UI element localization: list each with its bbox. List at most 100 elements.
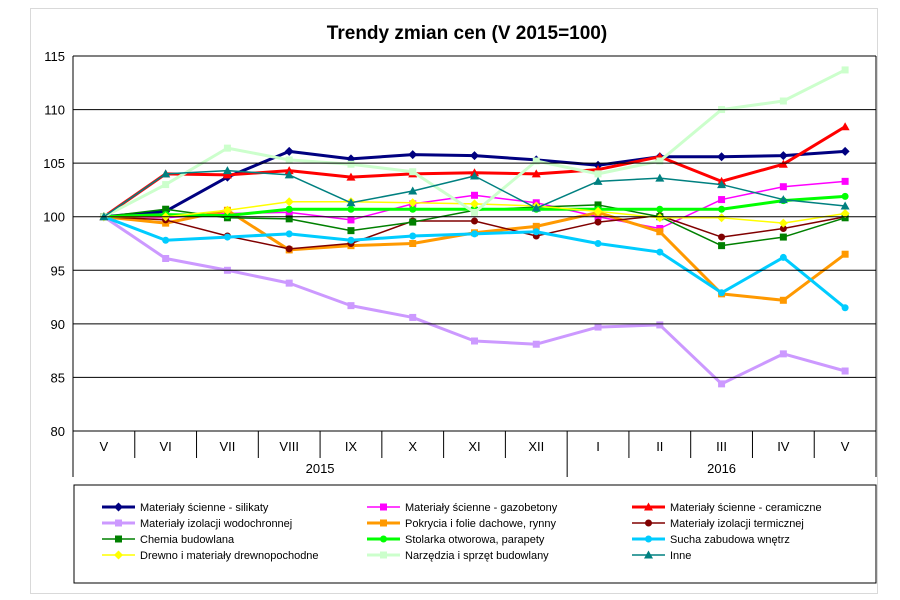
legend-item-10: Narzędzia i sprzęt budowlany bbox=[367, 550, 549, 562]
series-7-point-5 bbox=[409, 205, 417, 213]
series-11-point-11 bbox=[778, 195, 788, 204]
series-10-point-7 bbox=[532, 157, 540, 165]
series-10-point-4 bbox=[347, 160, 355, 168]
series-2-point-3 bbox=[284, 166, 294, 175]
series-6-point-4 bbox=[347, 227, 355, 235]
series-11-point-1 bbox=[161, 169, 171, 178]
series-11-point-5 bbox=[408, 186, 418, 195]
series-8-point-10 bbox=[718, 289, 726, 297]
x-tick-label-3: VIII bbox=[279, 439, 299, 454]
series-3-point-7 bbox=[532, 340, 540, 348]
legend-swatch-marker-11 bbox=[644, 550, 653, 559]
series-11-point-8 bbox=[593, 176, 603, 185]
y-tick-label-80: 80 bbox=[51, 424, 65, 439]
series-10-point-5 bbox=[409, 168, 417, 176]
series-3-point-1 bbox=[162, 255, 170, 262]
x-tick-label-7: XII bbox=[528, 439, 544, 454]
chart-frame: Trendy zmian cen (V 2015=100) 80 85 90 95 10… bbox=[30, 8, 878, 594]
series-9-point-10 bbox=[717, 213, 727, 223]
series-2-point-12 bbox=[840, 122, 850, 131]
series-1-point-10 bbox=[718, 196, 726, 204]
series-8-point-7 bbox=[532, 228, 540, 236]
legend-label-0: Materiały ścienne - silikaty bbox=[140, 502, 269, 514]
series-9-point-6 bbox=[470, 199, 479, 209]
series-0-point-3 bbox=[284, 146, 294, 156]
series-10-point-8 bbox=[594, 170, 602, 178]
series-3-point-6 bbox=[471, 337, 478, 345]
legend-label-9: Drewno i materiały drewnopochodne bbox=[140, 550, 319, 562]
series-10-point-2 bbox=[223, 144, 231, 152]
legend-item-8: Sucha zabudowa wnętrz bbox=[632, 534, 790, 546]
series-7-point-3 bbox=[285, 205, 293, 213]
legend-item-9: Drewno i materiały drewnopochodne bbox=[102, 550, 319, 562]
legend-swatch-marker-1 bbox=[380, 503, 387, 511]
x-tick-label-11: IV bbox=[777, 439, 790, 454]
series-6-point-10 bbox=[718, 242, 726, 250]
series-3-point-8 bbox=[594, 323, 602, 331]
legend-label-6: Chemia budowlana bbox=[140, 534, 235, 546]
series-5-point-10 bbox=[718, 233, 726, 241]
series-9-point-12 bbox=[840, 209, 850, 218]
series-1-point-11 bbox=[779, 183, 787, 191]
y-tick-label-115: 115 bbox=[44, 49, 65, 64]
legend-swatch-marker-4 bbox=[380, 519, 387, 527]
series-4-point-9 bbox=[656, 228, 664, 236]
x-tick-label-12: V bbox=[841, 439, 850, 454]
line-chart: Trendy zmian cen (V 2015=100) 80 85 90 95 10… bbox=[43, 23, 877, 584]
series-10-point-11 bbox=[779, 97, 787, 105]
series-11-point-10 bbox=[717, 180, 727, 189]
series-2-point-7 bbox=[531, 169, 541, 178]
series-8-point-12 bbox=[841, 304, 849, 312]
series-line-3 bbox=[103, 215, 846, 386]
series-11-point-2 bbox=[222, 166, 232, 175]
series-6-point-1 bbox=[162, 205, 170, 213]
series-4-point-12 bbox=[841, 250, 849, 258]
x-tick-label-4: IX bbox=[345, 439, 358, 454]
series-8-point-1 bbox=[162, 236, 170, 244]
series-5-point-3 bbox=[285, 245, 293, 253]
legend-swatch-marker-6 bbox=[115, 535, 122, 543]
legend-swatch-marker-8 bbox=[645, 535, 652, 543]
series-0-point-6 bbox=[470, 151, 479, 161]
series-7-point-12 bbox=[841, 192, 849, 200]
x-tick-label-6: XI bbox=[468, 439, 480, 454]
series-11-point-12 bbox=[840, 201, 850, 210]
series-4-point-5 bbox=[409, 240, 417, 247]
x-tick-label-2: VII bbox=[219, 439, 235, 454]
series-11-point-3 bbox=[284, 170, 294, 179]
series-0-point-11 bbox=[778, 151, 788, 161]
series-10-point-6 bbox=[471, 208, 478, 216]
series-8-point-8 bbox=[594, 240, 602, 247]
series-5-point-11 bbox=[779, 225, 787, 232]
series-0-point-5 bbox=[408, 150, 418, 160]
series-3-point-4 bbox=[347, 302, 355, 310]
series-6-point-11 bbox=[779, 233, 787, 241]
x-tick-label-1: VI bbox=[160, 439, 172, 454]
x-tick-label-8: I bbox=[596, 439, 600, 454]
series-5-point-6 bbox=[471, 217, 478, 225]
series-11-point-7 bbox=[531, 203, 541, 212]
y-tick-label-105: 105 bbox=[43, 156, 65, 171]
legend-label-3: Materiały izolacji wodochronnej bbox=[140, 518, 292, 530]
y-tick-label-95: 95 bbox=[51, 263, 65, 278]
y-tick-label-90: 90 bbox=[51, 317, 65, 332]
series-9-point-3 bbox=[284, 197, 294, 207]
y-tick-label-85: 85 bbox=[51, 370, 65, 385]
legend-swatch-marker-2 bbox=[644, 502, 653, 511]
legend-swatch-marker-0 bbox=[114, 502, 123, 512]
series-7-point-2 bbox=[223, 212, 231, 220]
series-2-point-4 bbox=[346, 172, 356, 181]
series-11-point-6 bbox=[470, 171, 479, 180]
series-9-point-9 bbox=[655, 213, 665, 223]
series-8-point-4 bbox=[347, 236, 355, 244]
series-8-point-11 bbox=[779, 253, 787, 261]
series-9-point-8 bbox=[593, 206, 603, 216]
legend-item-1: Materiały ścienne - gazobetony bbox=[367, 502, 558, 514]
series-3-point-3 bbox=[285, 279, 293, 287]
series-9 bbox=[99, 197, 850, 228]
series-1-point-12 bbox=[841, 177, 849, 185]
legend-item-6: Chemia budowlana bbox=[102, 534, 235, 546]
legend-label-11: Inne bbox=[670, 550, 691, 562]
series-8 bbox=[100, 213, 849, 312]
legend-item-0: Materiały ścienne - silikaty bbox=[102, 502, 269, 514]
